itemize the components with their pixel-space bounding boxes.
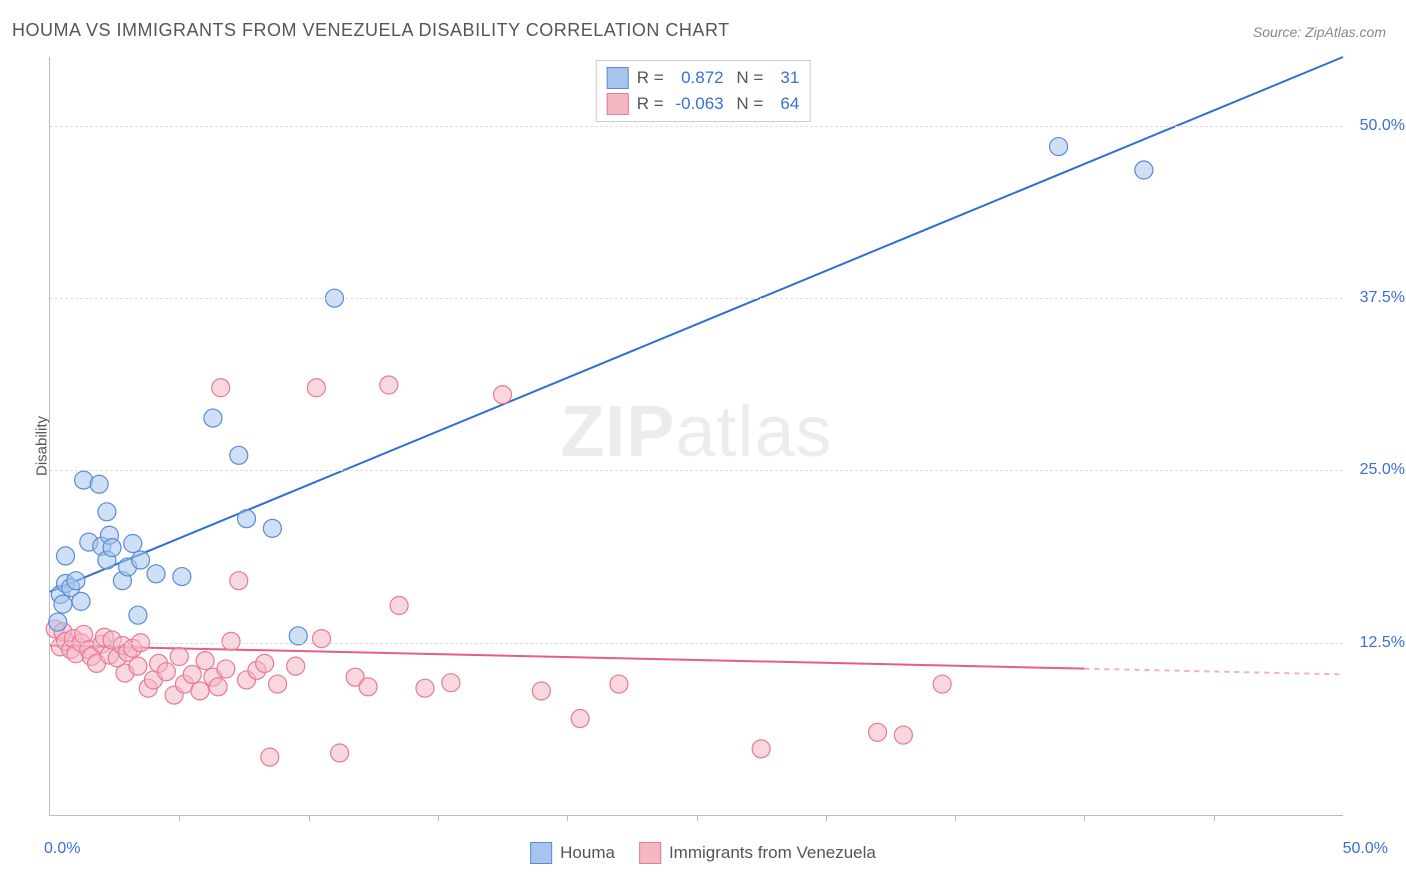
data-point xyxy=(933,675,951,693)
stat-r-label: R = xyxy=(637,91,664,117)
legend-swatch xyxy=(639,842,661,864)
gridline xyxy=(50,643,1343,644)
data-point xyxy=(103,539,121,557)
data-point xyxy=(1135,161,1153,179)
data-point xyxy=(173,568,191,586)
source-attribution: Source: ZipAtlas.com xyxy=(1253,24,1386,40)
data-point xyxy=(90,475,108,493)
data-point xyxy=(359,678,377,696)
y-axis-label: Disability xyxy=(34,416,51,476)
data-point xyxy=(67,572,85,590)
x-tick xyxy=(179,815,180,821)
legend-swatch xyxy=(607,93,629,115)
data-point xyxy=(494,386,512,404)
x-tick xyxy=(438,815,439,821)
chart-title: HOUMA VS IMMIGRANTS FROM VENEZUELA DISAB… xyxy=(12,20,730,41)
data-point xyxy=(230,572,248,590)
stat-n-value: 31 xyxy=(771,65,799,91)
data-point xyxy=(416,679,434,697)
data-point xyxy=(49,613,67,631)
y-tick-label: 25.0% xyxy=(1350,461,1405,479)
stats-legend-box: R = 0.872 N = 31 R = -0.063 N = 64 xyxy=(596,60,811,122)
data-point xyxy=(191,682,209,700)
data-point xyxy=(307,379,325,397)
data-point xyxy=(183,665,201,683)
data-point xyxy=(287,657,305,675)
data-point xyxy=(170,648,188,666)
data-point xyxy=(752,740,770,758)
data-point xyxy=(263,519,281,537)
x-axis-origin-label: 0.0% xyxy=(44,840,80,858)
x-tick xyxy=(567,815,568,821)
data-point xyxy=(98,503,116,521)
x-tick xyxy=(826,815,827,821)
data-point xyxy=(129,657,147,675)
data-point xyxy=(54,595,72,613)
x-axis-max-label: 50.0% xyxy=(1343,840,1388,858)
stats-row: R = 0.872 N = 31 xyxy=(607,65,800,91)
data-point xyxy=(230,446,248,464)
y-tick-label: 37.5% xyxy=(1350,289,1405,307)
gridline xyxy=(50,126,1343,127)
data-point xyxy=(269,675,287,693)
stats-row: R = -0.063 N = 64 xyxy=(607,91,800,117)
data-point xyxy=(209,678,227,696)
stat-n-label: N = xyxy=(732,65,764,91)
y-tick-label: 50.0% xyxy=(1350,117,1405,135)
y-tick-label: 12.5% xyxy=(1350,634,1405,652)
stat-n-value: 64 xyxy=(771,91,799,117)
data-point xyxy=(238,510,256,528)
data-point xyxy=(390,597,408,615)
data-point xyxy=(196,652,214,670)
data-point xyxy=(571,710,589,728)
data-point xyxy=(442,674,460,692)
data-point xyxy=(894,726,912,744)
data-point xyxy=(147,565,165,583)
chart-container: HOUMA VS IMMIGRANTS FROM VENEZUELA DISAB… xyxy=(0,0,1406,892)
data-point xyxy=(380,376,398,394)
trend-line-dashed xyxy=(1084,669,1343,675)
stat-r-value: 0.872 xyxy=(672,65,724,91)
data-point xyxy=(256,654,274,672)
stat-r-value: -0.063 xyxy=(672,91,724,117)
data-point xyxy=(313,630,331,648)
data-point xyxy=(1050,138,1068,156)
legend-item: Houma xyxy=(530,842,615,864)
stat-n-label: N = xyxy=(732,91,764,117)
data-point xyxy=(212,379,230,397)
bottom-legend: Houma Immigrants from Venezuela xyxy=(530,842,876,864)
plot-svg xyxy=(50,57,1343,815)
data-point xyxy=(157,663,175,681)
legend-label: Houma xyxy=(560,843,615,863)
gridline xyxy=(50,470,1343,471)
legend-swatch xyxy=(607,67,629,89)
legend-label: Immigrants from Venezuela xyxy=(669,843,876,863)
gridline xyxy=(50,298,1343,299)
data-point xyxy=(222,632,240,650)
data-point xyxy=(532,682,550,700)
data-point xyxy=(132,551,150,569)
data-point xyxy=(261,748,279,766)
x-tick xyxy=(309,815,310,821)
data-point xyxy=(869,723,887,741)
data-point xyxy=(124,534,142,552)
x-tick xyxy=(697,815,698,821)
data-point xyxy=(331,744,349,762)
plot-area: ZIPatlas 12.5%25.0%37.5%50.0% xyxy=(49,57,1343,816)
data-point xyxy=(72,592,90,610)
data-point xyxy=(57,547,75,565)
data-point xyxy=(610,675,628,693)
stat-r-label: R = xyxy=(637,65,664,91)
x-tick xyxy=(1214,815,1215,821)
legend-swatch xyxy=(530,842,552,864)
data-point xyxy=(217,660,235,678)
legend-item: Immigrants from Venezuela xyxy=(639,842,876,864)
x-tick xyxy=(1084,815,1085,821)
x-tick xyxy=(955,815,956,821)
data-point xyxy=(204,409,222,427)
data-point xyxy=(129,606,147,624)
